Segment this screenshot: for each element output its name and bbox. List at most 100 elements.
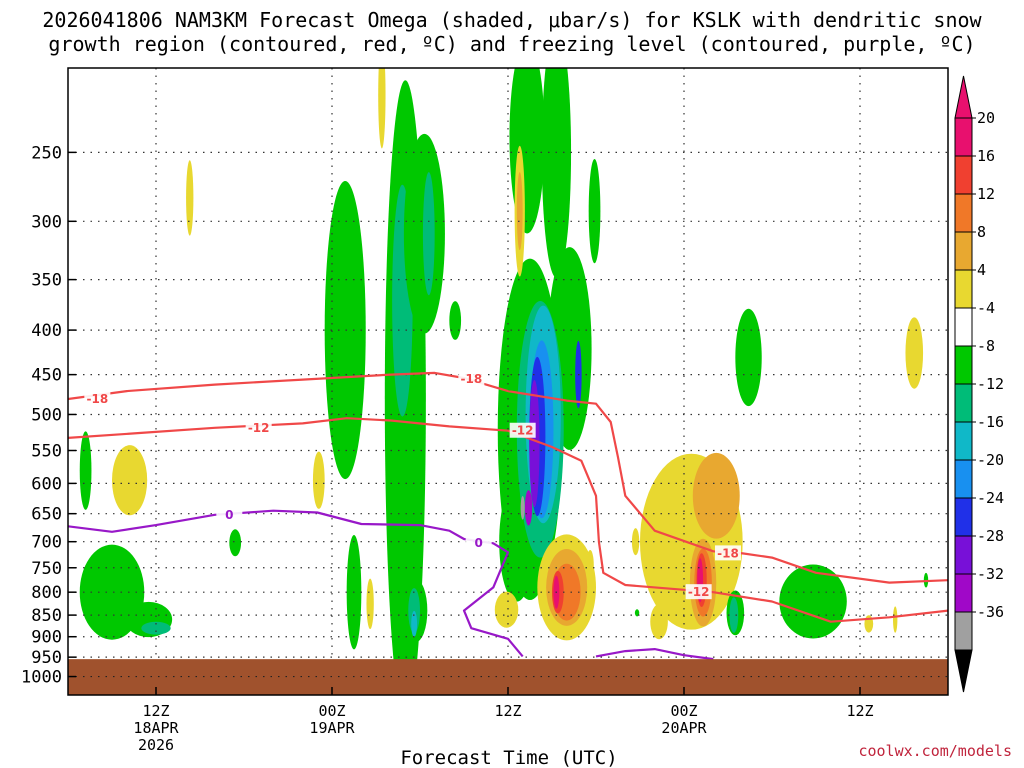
omega-blob-7 [312,451,325,509]
x-tick-label-0-0: 12Z [142,702,169,720]
y-tick-label-13: 900 [31,628,62,648]
y-tick-label-9: 700 [31,533,62,553]
colorbar-bin-10 [954,497,973,537]
colorbar-bin-12 [954,573,973,613]
isotherm-neg18-label-bg-0 [84,391,111,407]
y-tick-label-10: 750 [31,559,62,579]
x-tick-label-2-0: 12Z [494,702,521,720]
colorbar-bin-3 [954,231,973,271]
colorbar-label-8: -16 [977,413,1004,431]
omega-shading [79,68,929,695]
y-tick-label-2: 350 [31,271,62,291]
omega-blob-3 [141,621,171,635]
x-tick-label-1-0: 00Z [318,702,345,720]
isotherm-neg12-line [68,417,948,623]
colorbar-label-9: -20 [977,451,1004,469]
y-tick-label-1: 300 [31,212,62,232]
x-tick-label-1-1: 19APR [309,719,355,737]
isotherm-neg18-label-bg-1 [458,370,485,386]
colorbar-label-4: 4 [977,261,986,279]
chart-title-line1: 2026041806 NAM3KM Forecast Omega (shaded… [42,8,982,32]
y-axis: 2503003504004505005506006507007508008509… [21,143,76,688]
x-axis-title: Forecast Time (UTC) [400,747,617,768]
omega-blob-16 [378,68,386,149]
x-tick-label-0-2: 2026 [138,736,174,754]
colorbar-bin-1 [954,155,973,195]
colorbar-label-7: -12 [977,375,1004,393]
isotherm-neg18-label-2: -18 [717,546,739,560]
y-tick-label-0: 250 [31,143,62,163]
colorbar-label-3: 8 [977,223,986,241]
y-tick-label-14: 950 [31,648,62,668]
omega-blob-19 [449,301,462,340]
isotherm-neg12-label-1: -12 [512,424,534,438]
omega-blob-14 [408,588,420,634]
isotherm-neg12-label-bg-1 [509,422,536,438]
omega-blob-32 [529,379,540,508]
colorbar: 20 16 12 8 4 -4 -8 -12 -16 -20 -24 -28 -32 -36 [954,75,1004,693]
colorbar-label-6: -8 [977,337,995,355]
freezing-level-line-b [595,648,714,661]
y-tick-label-5: 500 [31,405,62,425]
x-tick-label-4-0: 12Z [846,702,873,720]
omega-blob-46 [692,452,740,539]
credit-text: coolwx.com/models [858,742,1012,760]
y-tick-label-8: 650 [31,505,62,525]
omega-blob-25 [588,158,601,264]
omega-blob-43 [631,528,640,556]
omega-blob-23 [541,68,572,278]
colorbar-bin-9 [954,459,973,499]
omega-blob-27 [516,172,523,251]
colorbar-bin-2 [954,193,973,233]
freezing-level-label-0: 0 [225,508,233,522]
chart-title-line2: growth region (contoured, red, ºC) and f… [48,32,975,56]
y-tick-label-12: 850 [31,606,62,626]
y-tick-label-11: 800 [31,583,62,603]
isotherm-neg18-line [68,371,948,584]
omega-blob-53 [729,597,739,633]
y-tick-label-4: 450 [31,366,62,386]
omega-blob-4 [112,445,148,516]
omega-blob-6 [229,529,242,557]
omega-blob-10 [366,578,374,630]
colorbar-top-arrow [954,75,973,119]
omega-blob-8 [324,181,366,480]
x-tick-label-3-1: 20APR [661,719,707,737]
colorbar-label-10: -24 [977,489,1004,507]
colorbar-bin-5 [954,307,973,347]
omega-blob-0 [79,431,92,510]
colorbar-bin-7 [954,383,973,423]
isotherm-neg18-label-bg-2 [715,545,741,561]
colorbar-bin-11 [954,535,973,575]
colorbar-bin-13 [954,611,973,651]
y-tick-label-3: 400 [31,321,62,341]
freezing-level-label-bg-0 [216,506,243,522]
omega-blob-54 [735,308,762,407]
colorbar-label-11: -28 [977,527,1004,545]
isotherm-neg18-label-0: -18 [86,392,108,406]
omega-blob-5 [186,160,194,236]
freezing-level-label-bg-1 [465,534,492,550]
isotherm-neg12-label-0: -12 [248,421,270,435]
omega-blob-42 [586,550,594,581]
colorbar-label-1: 16 [977,147,995,165]
omega-blob-15 [411,610,418,637]
colorbar-label-0: 20 [977,109,995,127]
colorbar-label-12: -32 [977,565,1004,583]
colorbar-label-5: -4 [977,299,995,317]
x-tick-label-0-1: 18APR [133,719,179,737]
freezing-level-label-1: 0 [474,536,482,550]
omega-blob-36 [494,591,519,628]
colorbar-bin-8 [954,421,973,461]
colorbar-bin-4 [954,269,973,309]
isotherm-neg12-label-bg-0 [245,419,272,435]
isotherm-neg18-label-1: -18 [460,372,482,386]
omega-blob-18 [422,172,435,296]
colorbar-bottom-arrow [954,649,973,693]
colorbar-bin-0 [954,117,973,157]
omega-blob-55 [779,564,847,639]
omega-blob-58 [905,317,924,389]
temperature-contours: -18 -18 -18 -12 -12 -12 0 0 [68,370,948,661]
